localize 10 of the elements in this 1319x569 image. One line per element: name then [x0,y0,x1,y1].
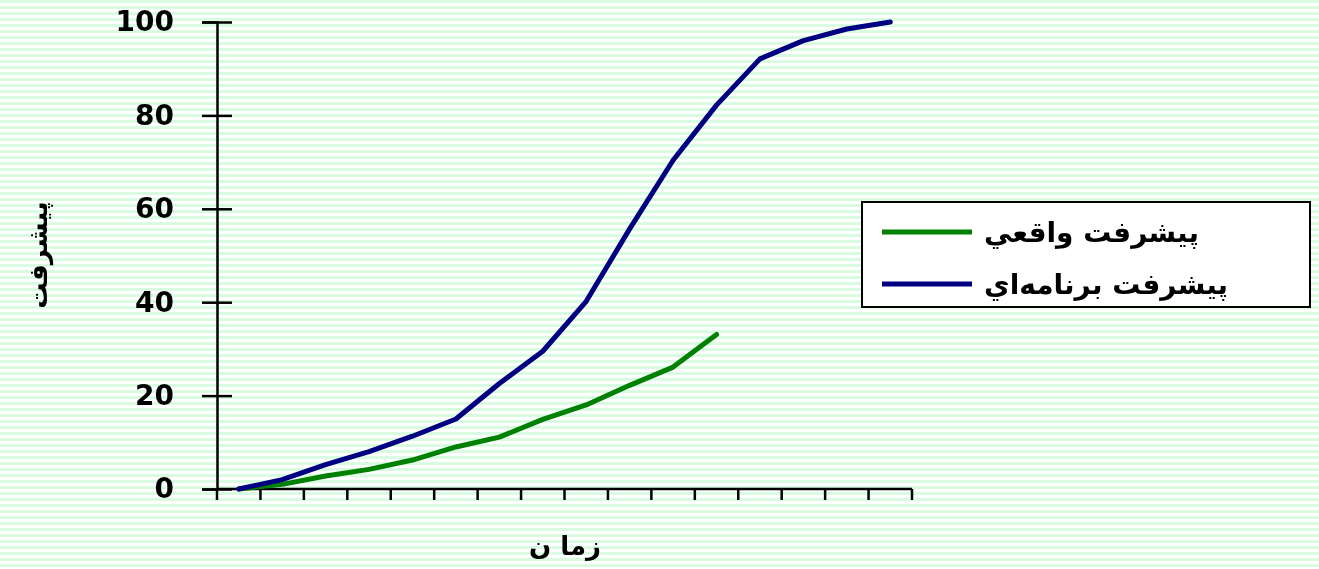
x-axis-title: زما ن [528,531,602,561]
y-axis-title: پيشرفت [23,201,54,309]
legend-label: پيشرفت واقعي [984,215,1200,249]
y-tick-label: 20 [135,379,174,413]
y-tick-label: 60 [135,192,174,226]
y-tick-label: 40 [135,285,174,319]
y-tick-label: 0 [154,472,174,506]
legend-label: پيشرفت برنامه‌اي [984,267,1229,301]
y-tick-label: 80 [135,98,174,132]
y-tick-label: 100 [115,5,174,39]
